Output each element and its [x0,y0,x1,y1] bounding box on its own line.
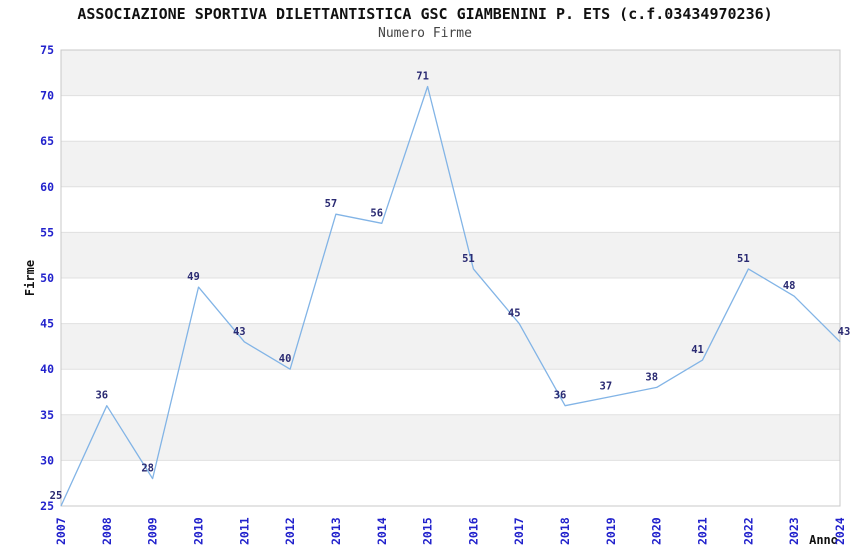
data-point-label: 71 [416,70,429,82]
data-point-label: 45 [508,308,521,320]
plot-border [60,49,841,507]
x-tick-label: 2011 [237,517,251,545]
data-point-label: 57 [325,198,338,210]
plot-band [61,414,840,461]
y-tick-label: 65 [40,134,54,148]
data-point-label: 25 [50,490,63,502]
x-tick-label: 2015 [421,517,435,545]
data-point-label: 38 [645,371,658,383]
data-point-label: 37 [600,381,613,393]
data-point-label: 51 [462,253,475,265]
data-point-label: 43 [233,326,246,338]
x-tick-label: 2019 [604,517,618,545]
y-tick-label: 70 [40,89,54,103]
x-tick-label: 2014 [375,517,389,545]
data-point-label: 51 [737,253,750,265]
x-tick-label: 2007 [54,517,68,545]
y-tick-label: 60 [40,180,54,194]
y-tick-label: 35 [40,408,54,422]
x-tick-label: 2021 [696,517,710,545]
x-tick-label: 2016 [466,517,480,545]
data-point-label: 56 [370,207,383,219]
data-point-label: 36 [554,390,567,402]
data-point-label: 49 [187,271,200,283]
chart-subtitle: Numero Firme [378,26,472,41]
y-tick-label: 75 [40,43,54,57]
x-tick-label: 2013 [329,517,343,545]
x-tick-label: 2008 [100,517,114,545]
x-tick-label: 2017 [512,517,526,545]
data-point-label: 40 [279,353,292,365]
data-point-label: 28 [141,463,154,475]
x-tick-label: 2018 [558,517,572,545]
plot-band [61,50,840,96]
y-tick-label: 25 [40,499,54,513]
y-tick-label: 40 [40,362,54,376]
y-tick-label: 55 [40,225,54,239]
y-tick-label: 45 [40,317,54,331]
data-line [60,85,841,507]
data-point-label: 41 [691,344,704,356]
x-tick-label: 2010 [191,517,205,545]
y-tick-label: 50 [40,271,54,285]
y-tick-label: 30 [40,453,54,467]
x-tick-label: 2009 [146,517,160,545]
x-tick-label: 2024 [833,517,847,545]
data-point-label: 43 [838,326,850,338]
x-tick-label: 2020 [650,517,664,545]
chart-title: ASSOCIAZIONE SPORTIVA DILETTANTISTICA GS… [77,5,773,23]
data-point-label: 36 [95,390,108,402]
x-tick-label: 2022 [741,517,755,545]
x-tick-label: 2012 [283,517,297,545]
x-tick-label: 2023 [787,517,801,545]
x-axis-label: Anno [809,533,838,547]
plot-band [61,323,840,370]
plot-band [61,232,840,278]
data-point-label: 48 [783,280,796,292]
